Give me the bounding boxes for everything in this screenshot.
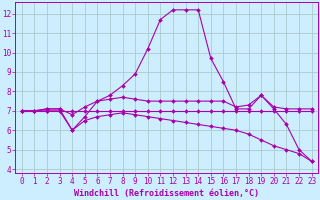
X-axis label: Windchill (Refroidissement éolien,°C): Windchill (Refroidissement éolien,°C) xyxy=(74,189,259,198)
